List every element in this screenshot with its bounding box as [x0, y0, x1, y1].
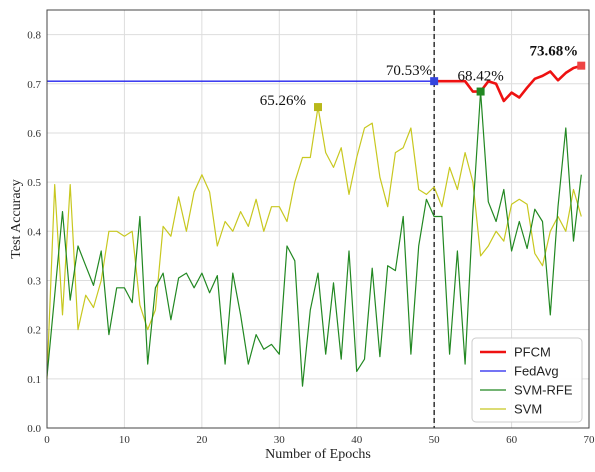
plot-frame [46, 9, 590, 429]
y-tick-label: 0.1 [27, 374, 41, 386]
y-tick-label: 0.4 [27, 226, 41, 238]
highlight-markers [314, 61, 586, 112]
legend-label-fedavg: FedAvg [514, 364, 559, 379]
x-tick-label: 70 [584, 434, 595, 446]
accuracy-annotation: 70.53% [386, 63, 432, 79]
x-tick-label: 60 [506, 434, 518, 446]
y-tick-label: 0.0 [27, 423, 41, 435]
series-lines [46, 64, 582, 387]
accuracy-annotation: 65.26% [260, 93, 306, 109]
y-tick-label: 0.6 [27, 128, 41, 140]
legend: PFCM FedAvg SVM-RFE SVM [471, 337, 583, 423]
y-tick-label: 0.5 [27, 177, 41, 189]
x-tick-label: 40 [351, 434, 363, 446]
legend-label-svm-rfe: SVM-RFE [514, 383, 573, 398]
series-line-svm [46, 106, 582, 379]
tick-labels: 0 10 20 30 40 50 60 70 0.0 0.1 0.2 0.3 0.4 0.5 0.6 0.7 0… [27, 30, 595, 446]
x-tick-label: 20 [196, 434, 208, 446]
y-tick-label: 0.7 [27, 79, 41, 91]
x-tick-label: 50 [429, 434, 441, 446]
accuracy-annotation: 73.68% [530, 44, 579, 60]
legend-label-pfcm: PFCM [514, 345, 551, 360]
annotations: 65.26% 70.53% 68.42% 73.68% [260, 44, 579, 109]
highlight-marker [430, 77, 439, 86]
highlight-marker [577, 61, 586, 70]
y-tick-label: 0.3 [27, 275, 41, 287]
y-tick-label: 0.2 [27, 325, 41, 337]
x-tick-label: 0 [44, 434, 50, 446]
x-axis-title: Number of Epochs [265, 447, 371, 462]
highlight-marker [314, 103, 322, 112]
series-line-pfcm [434, 64, 582, 103]
legend-box [471, 337, 583, 423]
x-tick-label: 30 [274, 434, 286, 446]
highlight-marker [476, 87, 485, 96]
accuracy-annotation: 68.42% [457, 69, 503, 85]
legend-label-svm: SVM [514, 402, 542, 417]
series-line-svm-rfe [46, 90, 582, 387]
x-tick-label: 10 [119, 434, 131, 446]
y-axis-title: Test Accuracy [9, 179, 24, 258]
y-tick-label: 0.8 [27, 30, 41, 42]
